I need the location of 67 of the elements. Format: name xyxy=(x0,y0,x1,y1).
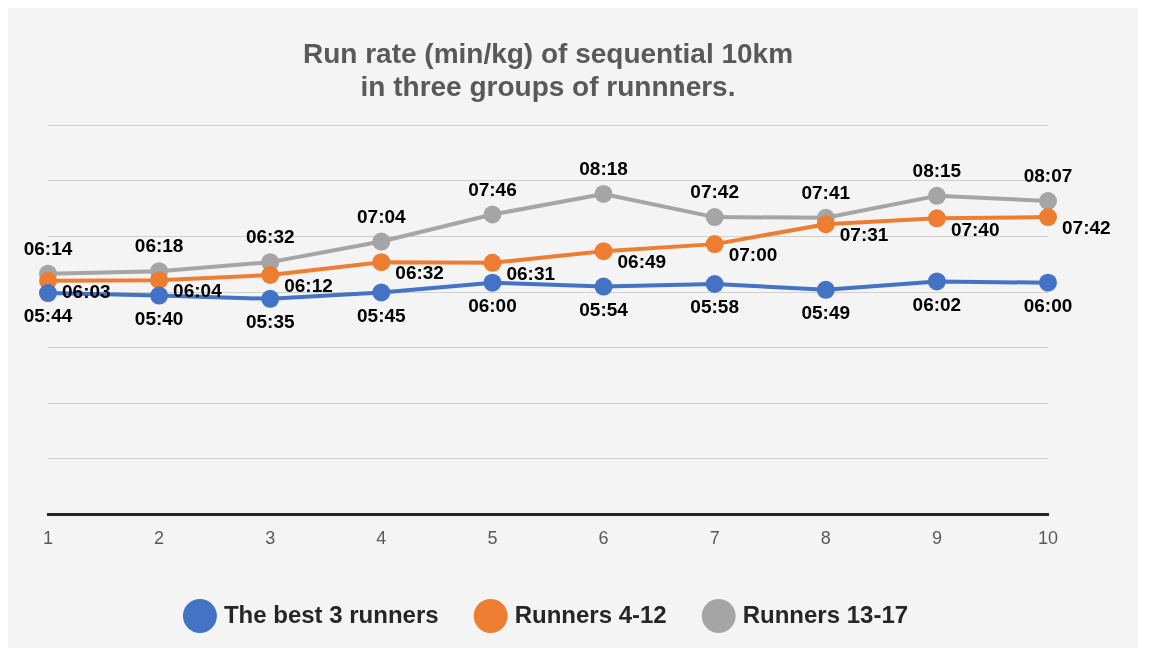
x-tick-label: 6 xyxy=(598,528,609,549)
point xyxy=(261,266,280,285)
chart-title: Run rate (min/kg) of sequential 10km in three groups of runnners. xyxy=(302,37,794,103)
x-tick-label: 4 xyxy=(376,528,387,549)
x-tick-label: 8 xyxy=(820,528,831,549)
point xyxy=(594,277,613,296)
data-label: 06:14 xyxy=(23,237,73,259)
point xyxy=(816,280,835,299)
point xyxy=(927,186,946,205)
point xyxy=(150,271,169,290)
data-label: 07:00 xyxy=(728,244,778,266)
point xyxy=(594,184,613,203)
data-label: 07:41 xyxy=(801,181,851,203)
legend-label: Runners 4-12 xyxy=(514,600,667,628)
x-tick-label: 5 xyxy=(487,528,498,549)
x-tick-label: 10 xyxy=(1037,528,1059,549)
point xyxy=(261,289,280,308)
point xyxy=(483,205,502,224)
x-tick-label: 3 xyxy=(265,528,276,549)
data-label: 05:45 xyxy=(357,304,407,326)
legend-label: Runners 13-17 xyxy=(742,600,909,628)
point xyxy=(705,208,724,227)
data-label: 05:44 xyxy=(23,305,73,327)
x-tick-label: 9 xyxy=(931,528,942,549)
point xyxy=(705,275,724,294)
data-label: 07:46 xyxy=(468,178,517,200)
data-label: 06:12 xyxy=(284,275,333,297)
point xyxy=(1039,273,1057,292)
data-label: 06:02 xyxy=(912,293,962,315)
data-label: 06:00 xyxy=(468,294,517,316)
point xyxy=(372,283,391,302)
data-label: 07:31 xyxy=(839,224,889,246)
data-label: 06:32 xyxy=(245,226,295,248)
data-label: 05:54 xyxy=(579,298,629,320)
point xyxy=(39,284,57,303)
data-label: 06:31 xyxy=(506,263,556,285)
x-tick-label: 2 xyxy=(154,528,165,549)
data-label: 08:18 xyxy=(579,158,628,180)
point xyxy=(1039,208,1057,227)
point xyxy=(705,235,724,254)
point xyxy=(483,273,502,292)
x-tick-label: 7 xyxy=(709,528,720,549)
data-label: 05:49 xyxy=(801,302,851,324)
point xyxy=(927,209,946,228)
data-label: 06:49 xyxy=(617,251,667,273)
data-label: 06:32 xyxy=(395,262,444,284)
point xyxy=(150,286,169,305)
data-label: 05:35 xyxy=(245,311,295,333)
data-label: 05:40 xyxy=(134,307,184,329)
data-label: 05:58 xyxy=(690,296,739,318)
point xyxy=(483,253,502,272)
data-label: 07:42 xyxy=(1062,217,1111,239)
data-label: 07:04 xyxy=(357,205,407,227)
point xyxy=(927,272,946,291)
data-label: 06:00 xyxy=(1023,294,1073,316)
data-label: 06:18 xyxy=(134,235,184,257)
data-label: 07:40 xyxy=(950,218,1000,240)
data-label: 08:07 xyxy=(1023,165,1073,187)
point xyxy=(372,253,391,272)
point xyxy=(816,215,835,234)
data-label: 08:15 xyxy=(912,160,962,182)
point xyxy=(594,242,613,261)
point xyxy=(1039,191,1057,210)
point xyxy=(372,232,391,251)
data-label: 07:42 xyxy=(690,181,739,203)
x-tick-label: 1 xyxy=(42,528,54,549)
legend-label: The best 3 runners xyxy=(223,600,439,628)
